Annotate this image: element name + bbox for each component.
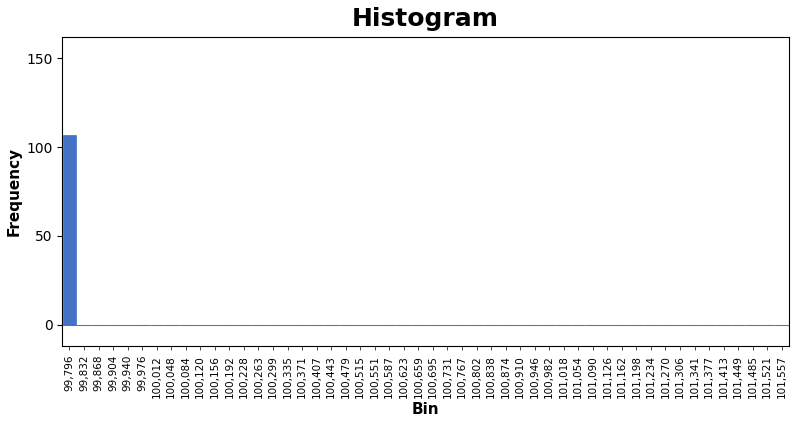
Y-axis label: Frequency: Frequency bbox=[7, 147, 22, 236]
X-axis label: Bin: Bin bbox=[412, 402, 439, 417]
Bar bbox=[64, 135, 76, 324]
Title: Histogram: Histogram bbox=[352, 7, 499, 31]
